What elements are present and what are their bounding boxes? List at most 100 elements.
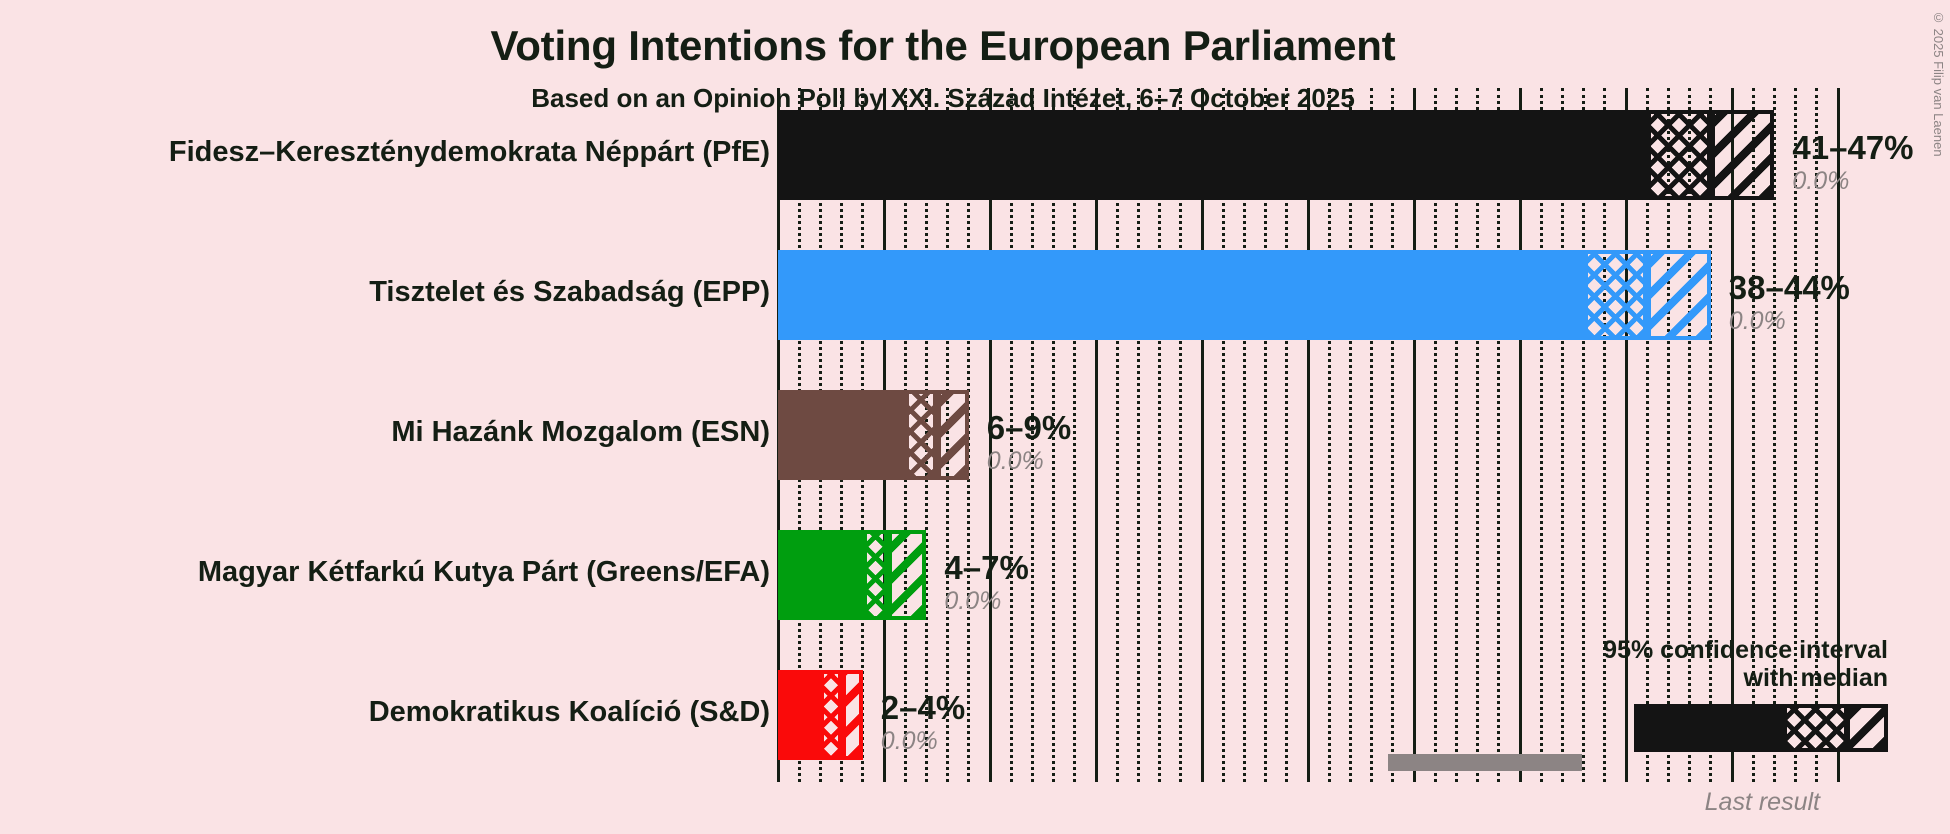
gridline-minor <box>1391 88 1395 782</box>
bar-segment-solid <box>778 670 821 760</box>
bar-value-labels: 38–44% 0.0% <box>1729 271 1850 334</box>
value-range-label: 38–44% <box>1728 269 1850 306</box>
bar-segment-diagonal <box>937 390 969 480</box>
gridline-minor <box>1115 88 1119 782</box>
confidence-interval-bar <box>778 670 863 760</box>
gridline-major <box>1624 88 1628 782</box>
confidence-interval-bar <box>778 530 927 620</box>
gridline-minor <box>1539 88 1543 782</box>
gridline-minor <box>1454 88 1458 782</box>
bar-value-labels: 6–9% 0.0% <box>987 411 1071 474</box>
legend-last-result-label: Last result <box>1704 788 1820 816</box>
gridline-minor <box>1751 88 1755 782</box>
bar-row: Demokratikus Koalíció (S&D) 2–4% 0.0% <box>0 670 1950 760</box>
chart-title: Voting Intentions for the European Parli… <box>490 22 1396 69</box>
gridline-minor <box>1136 88 1140 782</box>
gridline-minor <box>1179 88 1183 782</box>
gridline-minor <box>1815 88 1819 782</box>
bar-segment-crosshatch <box>820 670 842 760</box>
gridline-minor <box>1497 88 1501 782</box>
last-result-label: 0.0% <box>944 587 1002 615</box>
gridline-major <box>1730 88 1734 782</box>
gridline-minor <box>1476 88 1480 782</box>
gridline-minor <box>1009 88 1013 782</box>
confidence-interval-bar <box>778 110 1775 200</box>
gridline-major <box>1518 88 1522 782</box>
gridline-major <box>988 88 992 782</box>
gridline-minor <box>1030 88 1034 782</box>
gridline-major <box>1412 88 1416 782</box>
gridline-minor <box>1688 88 1692 782</box>
gridline-major <box>1836 88 1840 782</box>
party-label: Demokratikus Koalíció (S&D) <box>368 696 770 728</box>
gridline-minor <box>1709 88 1713 782</box>
bar-segment-solid <box>778 530 863 620</box>
bar-segment-crosshatch <box>862 530 889 620</box>
gridline-minor <box>1221 88 1225 782</box>
bar-segment-crosshatch <box>1583 250 1648 340</box>
party-label: Tisztelet és Szabadság (EPP) <box>369 276 770 308</box>
legend-swatch-crosshatch <box>1783 704 1848 752</box>
party-label: Mi Hazánk Mozgalom (ESN) <box>391 416 770 448</box>
confidence-interval-bar <box>778 390 969 480</box>
bar-segment-diagonal <box>841 670 863 760</box>
gridline-minor <box>1772 88 1776 782</box>
value-range-label: 2–4% <box>880 689 966 726</box>
gridline-minor <box>1370 88 1374 782</box>
party-label: Fidesz–Kereszténydemokrata Néppárt (PfE) <box>168 136 770 168</box>
gridline-minor <box>1560 88 1564 782</box>
value-range-label: 4–7% <box>944 549 1029 586</box>
gridline-major <box>1306 88 1310 782</box>
gridline-minor <box>1348 88 1352 782</box>
legend-line-2: with median <box>1743 664 1888 692</box>
last-result-label: 0.0% <box>986 447 1044 475</box>
gridline-minor <box>1242 88 1246 782</box>
chart-subtitle: Based on an Opinion Poll by XXI. Század … <box>531 83 1355 113</box>
bar-segment-solid <box>778 250 1584 340</box>
gridline-minor <box>967 88 971 782</box>
bar-segment-diagonal <box>1710 110 1775 200</box>
gridline-minor <box>1264 88 1268 782</box>
gridline-minor <box>1666 88 1670 782</box>
gridline-minor <box>1433 88 1437 782</box>
bar-value-labels: 4–7% 0.0% <box>944 551 1028 614</box>
copyright-notice: © 2025 Filip van Laenen <box>1931 10 1946 157</box>
gridline-minor <box>1285 88 1289 782</box>
bar-segment-crosshatch <box>905 390 937 480</box>
bar-value-labels: 2–4% 0.0% <box>881 691 965 754</box>
legend-swatch-diagonal <box>1846 704 1888 752</box>
confidence-interval-bar <box>778 250 1711 340</box>
bar-segment-diagonal <box>888 530 927 620</box>
bar-row: Mi Hazánk Mozgalom (ESN) 6–9% 0.0% <box>0 390 1950 480</box>
bar-segment-diagonal <box>1647 250 1711 340</box>
legend-swatch-wrap <box>1388 704 1888 771</box>
legend-ci-swatch <box>1634 704 1888 752</box>
gridline-minor <box>1645 88 1649 782</box>
gridline-minor <box>1073 88 1077 782</box>
chart-legend: 95% confidence interval with median Last… <box>1388 636 1888 817</box>
bar-segment-solid <box>778 110 1648 200</box>
gridline-minor <box>1052 88 1056 782</box>
last-result-label: 0.0% <box>1728 307 1786 335</box>
value-range-label: 41–47% <box>1792 129 1914 166</box>
bar-row: Fidesz–Kereszténydemokrata Néppárt (PfE)… <box>0 110 1950 200</box>
gridline-minor <box>1603 88 1607 782</box>
gridline-minor <box>1327 88 1331 782</box>
last-result-label: 0.0% <box>880 727 938 755</box>
gridline-minor <box>1158 88 1162 782</box>
bar-row: Tisztelet és Szabadság (EPP) 38–44% 0.0% <box>0 250 1950 340</box>
legend-last-result-swatch <box>1388 754 1582 771</box>
legend-swatch-hatching <box>1783 704 1888 752</box>
gridline-minor <box>1582 88 1586 782</box>
bar-segment-solid <box>778 390 906 480</box>
last-result-label: 0.0% <box>1792 167 1850 195</box>
gridline-major <box>1200 88 1204 782</box>
gridline-major <box>1094 88 1098 782</box>
value-range-label: 6–9% <box>986 409 1072 446</box>
bar-segment-crosshatch <box>1647 110 1711 200</box>
legend-line-1: 95% confidence interval <box>1603 636 1888 664</box>
gridline-minor <box>1794 88 1798 782</box>
party-label: Magyar Kétfarkú Kutya Párt (Greens/EFA) <box>197 556 770 588</box>
